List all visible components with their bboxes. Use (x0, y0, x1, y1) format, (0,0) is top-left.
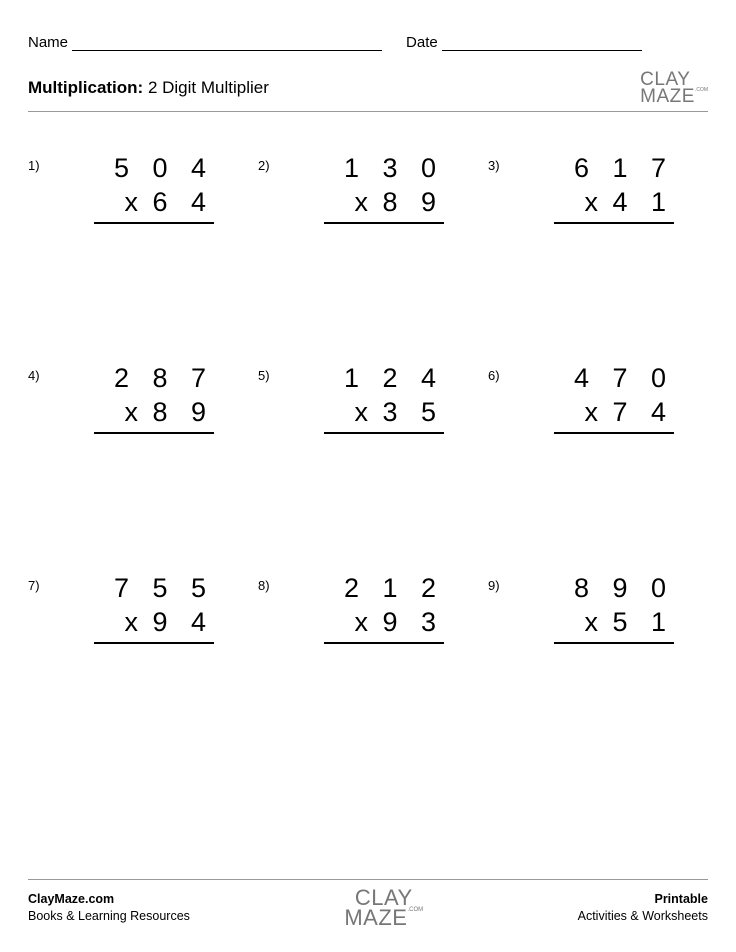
problem-number: 1) (28, 152, 54, 173)
date-label: Date (406, 34, 442, 51)
multiplicand: 5 0 4 (54, 152, 214, 186)
times-operator: x (584, 607, 600, 637)
problem-number: 5) (258, 362, 284, 383)
multiplier-row: x 8 9 (284, 186, 444, 220)
multiplicand: 8 9 0 (514, 572, 674, 606)
footer-logo: CLAY MAZE.COM (344, 888, 423, 928)
problem-number: 4) (28, 362, 54, 383)
footer-printable: Printable (578, 891, 708, 908)
times-operator: x (124, 397, 140, 427)
problem: 9)8 9 0x 5 1 (488, 572, 708, 782)
answer-line (554, 432, 674, 434)
multiplier-row: x 9 3 (284, 606, 444, 640)
problem-body: 1 3 0x 8 9 (284, 152, 478, 224)
problem-body: 7 5 5x 9 4 (54, 572, 248, 644)
problem: 6)4 7 0x 7 4 (488, 362, 708, 572)
problem: 3)6 1 7x 4 1 (488, 152, 708, 362)
date-field: Date (406, 34, 642, 51)
answer-line (554, 642, 674, 644)
name-field: Name (28, 34, 382, 51)
multiplicand: 4 7 0 (514, 362, 674, 396)
answer-line (94, 642, 214, 644)
multiplicand: 2 1 2 (284, 572, 444, 606)
multiplier-row: x 6 4 (54, 186, 214, 220)
multiplier-row: x 5 1 (514, 606, 674, 640)
answer-line (94, 222, 214, 224)
problem-number: 3) (488, 152, 514, 173)
header-fields: Name Date (28, 34, 708, 51)
answer-line (324, 432, 444, 434)
problem-body: 6 1 7x 4 1 (514, 152, 708, 224)
problem: 1)5 0 4x 6 4 (28, 152, 248, 362)
problem-body: 2 1 2x 9 3 (284, 572, 478, 644)
answer-line (94, 432, 214, 434)
date-blank-line[interactable] (442, 35, 642, 51)
problem: 5)1 2 4x 3 5 (258, 362, 478, 572)
answer-line (554, 222, 674, 224)
logo-line2: MAZE.COM (640, 88, 708, 105)
title-rule (28, 111, 708, 112)
times-operator: x (354, 187, 370, 217)
footer-rule (28, 879, 708, 880)
problem-body: 2 8 7x 8 9 (54, 362, 248, 434)
multiplicand: 1 3 0 (284, 152, 444, 186)
footer: ClayMaze.com Books & Learning Resources … (28, 879, 708, 928)
times-operator: x (584, 397, 600, 427)
times-operator: x (584, 187, 600, 217)
times-operator: x (354, 607, 370, 637)
problem-number: 9) (488, 572, 514, 593)
answer-line (324, 222, 444, 224)
problem: 7)7 5 5x 9 4 (28, 572, 248, 782)
footer-tagline-right: Activities & Worksheets (578, 908, 708, 925)
problem: 4)2 8 7x 8 9 (28, 362, 248, 572)
problem-number: 2) (258, 152, 284, 173)
name-blank-line[interactable] (72, 35, 382, 51)
multiplier-row: x 4 1 (514, 186, 674, 220)
problems-grid: 1)5 0 4x 6 42)1 3 0x 8 93)6 1 7x 4 14)2 … (28, 152, 708, 782)
times-operator: x (124, 607, 140, 637)
problem: 2)1 3 0x 8 9 (258, 152, 478, 362)
multiplicand: 7 5 5 (54, 572, 214, 606)
footer-brand-url: ClayMaze.com (28, 891, 190, 908)
multiplier-row: x 3 5 (284, 396, 444, 430)
multiplier-row: x 9 4 (54, 606, 214, 640)
times-operator: x (354, 397, 370, 427)
answer-line (324, 642, 444, 644)
footer-left: ClayMaze.com Books & Learning Resources (28, 891, 190, 925)
name-label: Name (28, 34, 72, 51)
problem: 8)2 1 2x 9 3 (258, 572, 478, 782)
problem-number: 8) (258, 572, 284, 593)
title-rest: 2 Digit Multiplier (143, 78, 269, 97)
problem-body: 1 2 4x 3 5 (284, 362, 478, 434)
multiplicand: 1 2 4 (284, 362, 444, 396)
times-operator: x (124, 187, 140, 217)
footer-tagline-left: Books & Learning Resources (28, 908, 190, 925)
problem-body: 5 0 4x 6 4 (54, 152, 248, 224)
multiplier-row: x 8 9 (54, 396, 214, 430)
multiplicand: 6 1 7 (514, 152, 674, 186)
problem-number: 6) (488, 362, 514, 383)
worksheet-title: Multiplication: 2 Digit Multiplier (28, 78, 269, 98)
problem-number: 7) (28, 572, 54, 593)
multiplier-row: x 7 4 (514, 396, 674, 430)
footer-right: Printable Activities & Worksheets (578, 891, 708, 925)
title-bold: Multiplication: (28, 78, 143, 97)
multiplicand: 2 8 7 (54, 362, 214, 396)
problem-body: 4 7 0x 7 4 (514, 362, 708, 434)
brand-logo: CLAY MAZE.COM (640, 71, 708, 105)
title-row: Multiplication: 2 Digit Multiplier CLAY … (28, 71, 708, 105)
problem-body: 8 9 0x 5 1 (514, 572, 708, 644)
